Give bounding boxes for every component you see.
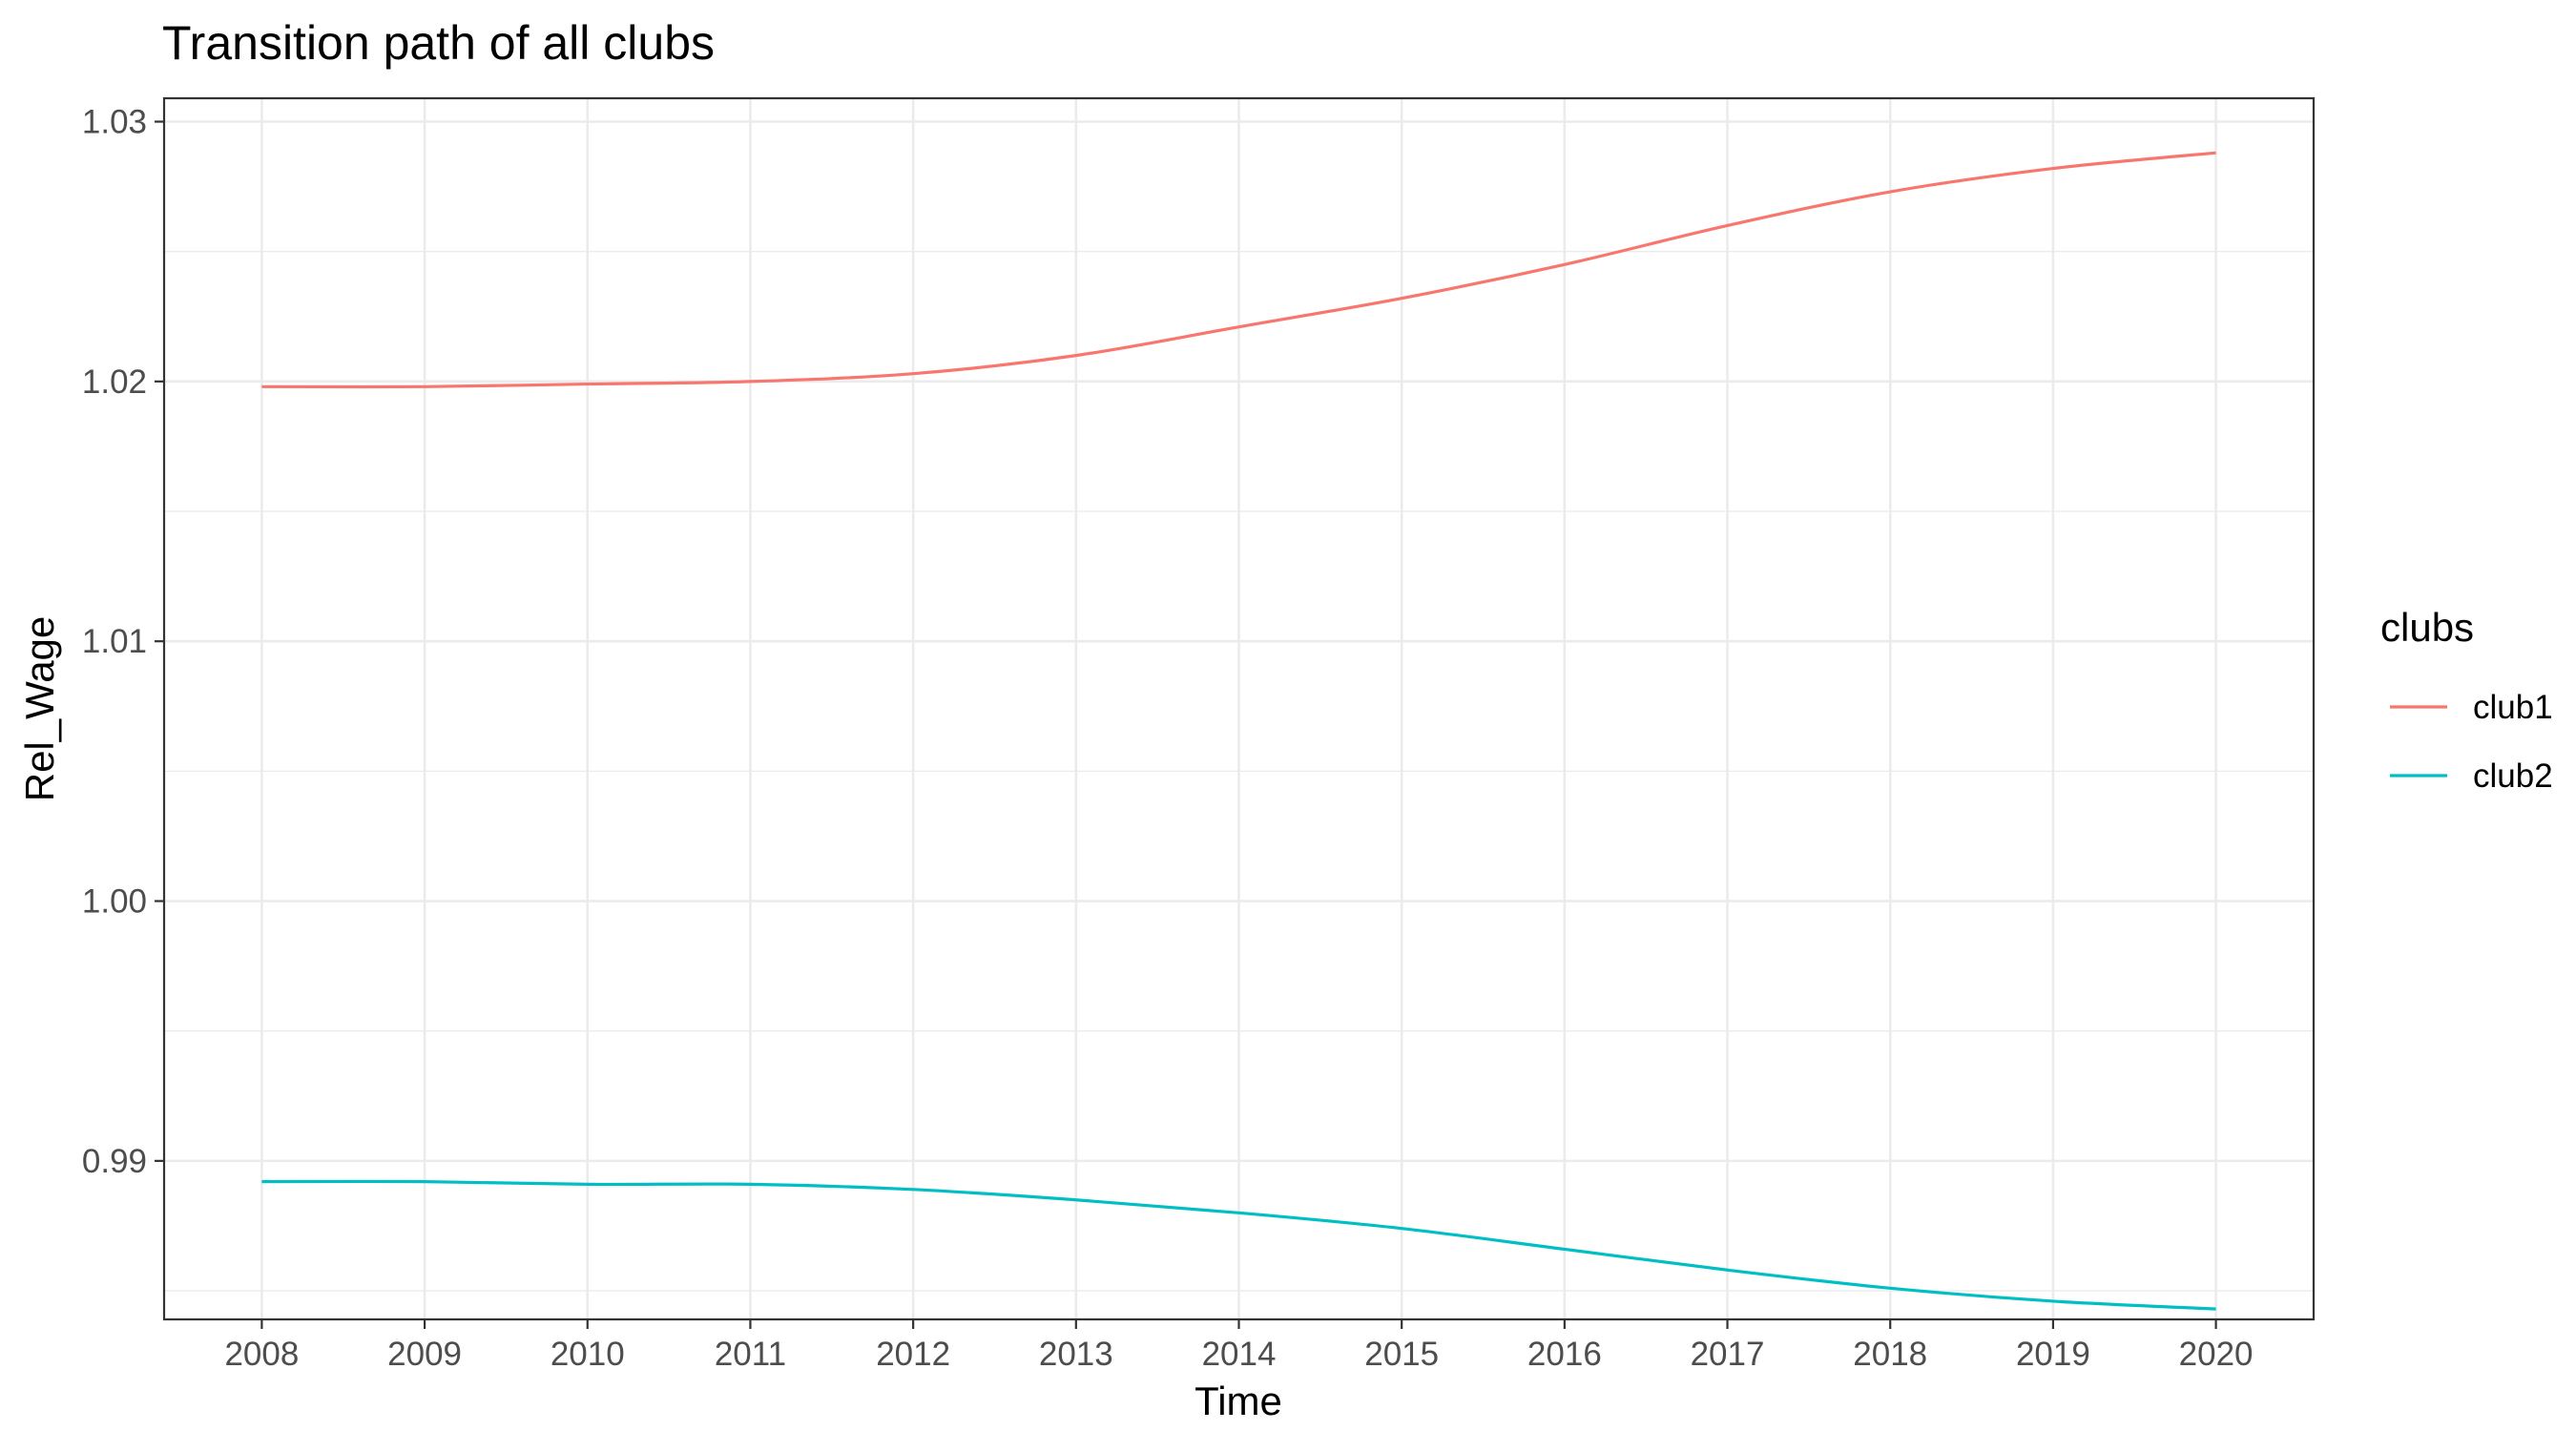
series-line-club1 [261, 151, 2216, 389]
x-tick-label: 2015 [1364, 1336, 1439, 1373]
x-tick-label: 2011 [715, 1336, 786, 1373]
x-tick-label: 2016 [1527, 1336, 1602, 1373]
x-tick-label: 2019 [2016, 1336, 2090, 1373]
y-axis-title: Rel_Wage [17, 616, 62, 802]
series-layer [261, 151, 2216, 1311]
x-axis-title: Time [1195, 1379, 1282, 1423]
x-tick-label: 2017 [1691, 1336, 1765, 1373]
x-tick-label: 2018 [1853, 1336, 1927, 1373]
chart-title: Transition path of all clubs [162, 16, 715, 70]
x-tick-label: 2008 [224, 1336, 299, 1373]
x-tick-label: 2020 [2179, 1336, 2254, 1373]
grid-layer [164, 98, 2314, 1319]
series-line-club2 [261, 1179, 2216, 1311]
x-tick-label: 2010 [551, 1336, 625, 1373]
y-tick-label: 0.99 [82, 1143, 147, 1180]
x-tick-label: 2013 [1039, 1336, 1113, 1373]
legend-title: clubs [2380, 605, 2474, 650]
y-tick-label: 1.03 [82, 104, 147, 141]
x-tick-label: 2009 [387, 1336, 462, 1373]
plot-panel [162, 96, 2316, 1321]
y-tick-label: 1.02 [82, 363, 147, 401]
x-tick-label: 2014 [1202, 1336, 1277, 1373]
y-tick-label: 1.00 [82, 883, 147, 921]
legend-label-club1: club1 [2473, 689, 2553, 726]
x-axis: 2008 2009 2010 2011 2012 2013 2014 2015 2016 2017… [224, 1319, 2254, 1373]
legend-label-club2: club2 [2473, 757, 2553, 795]
y-axis: 0.99 1.00 1.01 1.02 1.03 [82, 104, 164, 1180]
x-tick-label: 2012 [876, 1336, 950, 1373]
y-tick-label: 1.01 [82, 623, 147, 660]
legend: clubs club1 club2 [2380, 605, 2553, 795]
